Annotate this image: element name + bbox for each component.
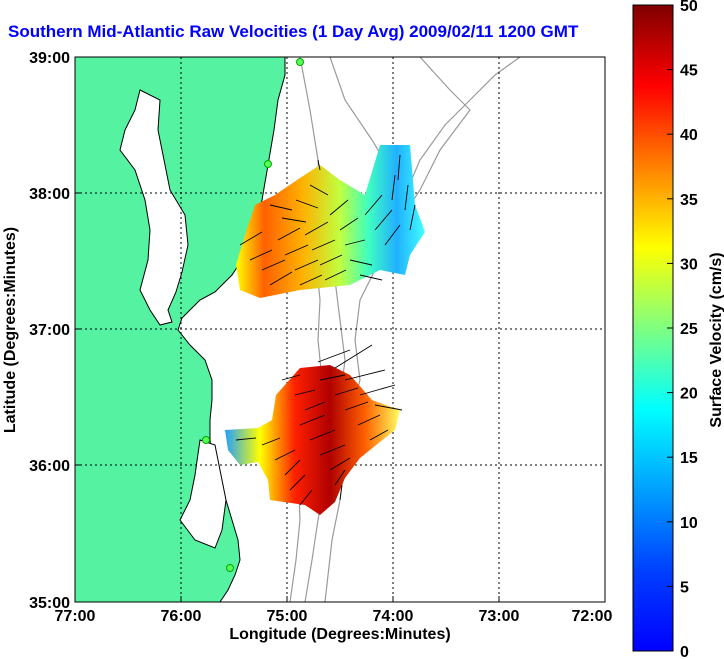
colorbar-tick-label: 0 (680, 644, 689, 659)
colorbar-tick-label: 45 (680, 63, 698, 80)
colorbar-tick-label: 5 (680, 579, 689, 596)
y-tick-label: 38:00 (29, 186, 70, 203)
pamlico-sound (179, 439, 227, 549)
colorbar-tick-label: 30 (680, 256, 698, 273)
x-axis-label: Longitude (Degrees:Minutes) (229, 626, 450, 643)
map-title: Southern Mid-Atlantic Raw Velocities (1 … (8, 22, 579, 41)
y-tick-label: 36:00 (29, 458, 70, 475)
colorbar-tick-label: 25 (680, 321, 698, 338)
x-tick-label: 74:00 (373, 608, 414, 625)
colorbar-tick-label: 35 (680, 192, 698, 209)
x-tick-label: 72:00 (572, 608, 613, 625)
chesapeake-bay (119, 89, 189, 326)
colorbar-tick-label: 15 (680, 450, 698, 467)
south-velocity-field (225, 365, 400, 515)
x-tick-label: 76:00 (161, 608, 202, 625)
colorbar-label: Surface Velocity (cm/s) (708, 252, 724, 427)
x-tick-label: 73:00 (479, 608, 520, 625)
north-velocity-field (236, 145, 425, 298)
x-tick-label: 77:00 (55, 608, 96, 625)
y-tick-label: 35:00 (29, 595, 70, 612)
y-axis-label: Latitude (Degrees:Minutes) (2, 227, 19, 433)
colorbar-tick-label: 50 (680, 0, 698, 15)
colorbar-tick-label: 40 (680, 127, 698, 144)
land-mass (75, 57, 286, 602)
velocity-vectors (235, 154, 416, 506)
x-tick-label: 75:00 (267, 608, 308, 625)
colorbar-tick-label: 10 (680, 515, 698, 532)
y-tick-label: 39:00 (29, 50, 70, 67)
colorbar-ticks (667, 4, 673, 652)
colorbar-tick-label: 20 (680, 386, 698, 403)
tick-marks (74, 56, 606, 603)
radar-stations (202, 58, 304, 572)
y-tick-label: 37:00 (29, 322, 70, 339)
